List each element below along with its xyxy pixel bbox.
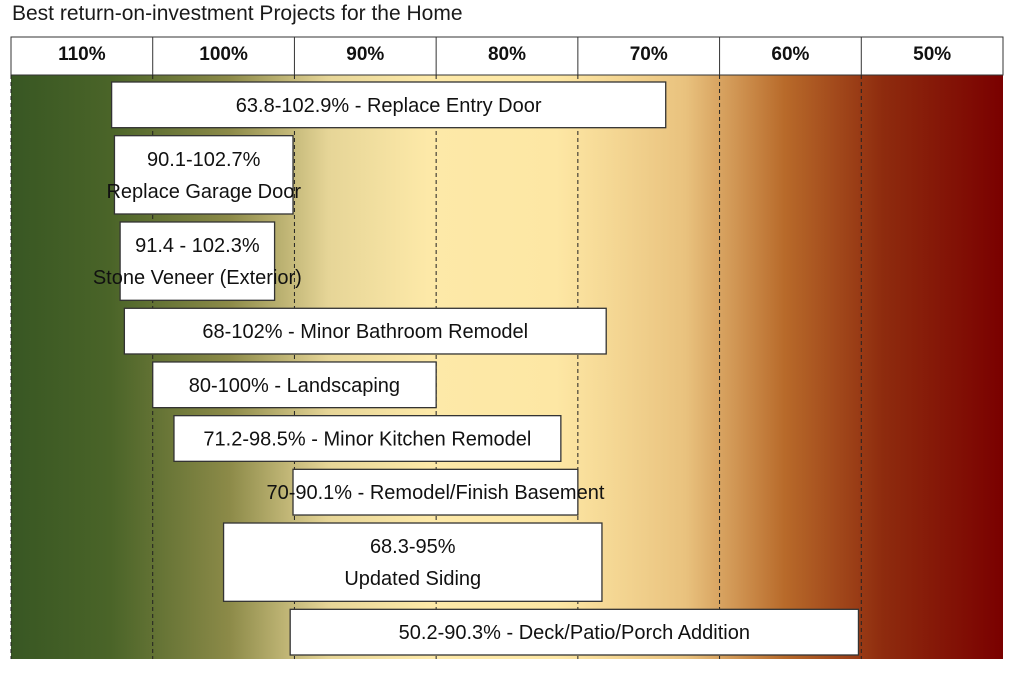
range-bar-label: 68-102% - Minor Bathroom Remodel [202,321,528,343]
range-bar-label: 50.2-90.3% - Deck/Patio/Porch Addition [399,622,750,644]
range-bar-box [173,415,562,462]
range-bar-label: Stone Veneer (Exterior) [93,267,302,289]
x-tick-label: 60% [771,44,809,65]
range-bar-label: Updated Siding [344,568,481,590]
header-band [10,36,1004,76]
range-bar-label: 90.1-102.7% [147,149,261,171]
range-bar-label: 63.8-102.9% - Replace Entry Door [236,95,542,117]
range-bar-label: 70-90.1% - Remodel/Finish Basement [266,482,604,504]
range-bar-box [110,81,667,129]
range-bar-box [292,468,579,516]
x-tick-label: 70% [630,44,668,65]
x-tick-label: 80% [488,44,526,65]
range-bar-label: 71.2-98.5% - Minor Kitchen Remodel [203,428,531,450]
range-bar-label: Replace Garage Door [106,181,301,203]
range-bar: 50.2-90.3% - Deck/Patio/Porch Addition [289,608,860,656]
range-bar-box [289,608,860,656]
range-bar-box [152,361,437,409]
range-bar: 68.3-95% Updated Siding [222,522,603,602]
x-tick-label: 100% [199,44,248,65]
range-bar: 91.4 - 102.3% Stone Veneer (Exterior) [93,221,302,301]
range-bar: 63.8-102.9% - Replace Entry Door [110,81,667,129]
x-tick-label: 110% [58,44,106,65]
range-bar: 90.1-102.7% Replace Garage Door [106,135,301,215]
range-bar: 80-100% - Landscaping [152,361,437,409]
chart-title: Best return-on-investment Projects for t… [12,2,463,25]
range-bar: 70-90.1% - Remodel/Finish Basement [266,468,605,516]
range-bar-label: 91.4 - 102.3% [135,235,260,257]
range-bar: 71.2-98.5% - Minor Kitchen Remodel [173,415,562,462]
range-bar-label: 80-100% - Landscaping [189,375,400,397]
x-tick-label: 90% [346,44,384,65]
range-bar-box [123,307,607,355]
range-bar-box [222,522,603,602]
range-bar: 68-102% - Minor Bathroom Remodel [123,307,607,355]
range-bar-label: 68.3-95% [370,536,456,558]
x-tick-label: 50% [913,44,951,65]
range-bar-box [113,135,294,215]
range-bar-box [119,221,276,301]
